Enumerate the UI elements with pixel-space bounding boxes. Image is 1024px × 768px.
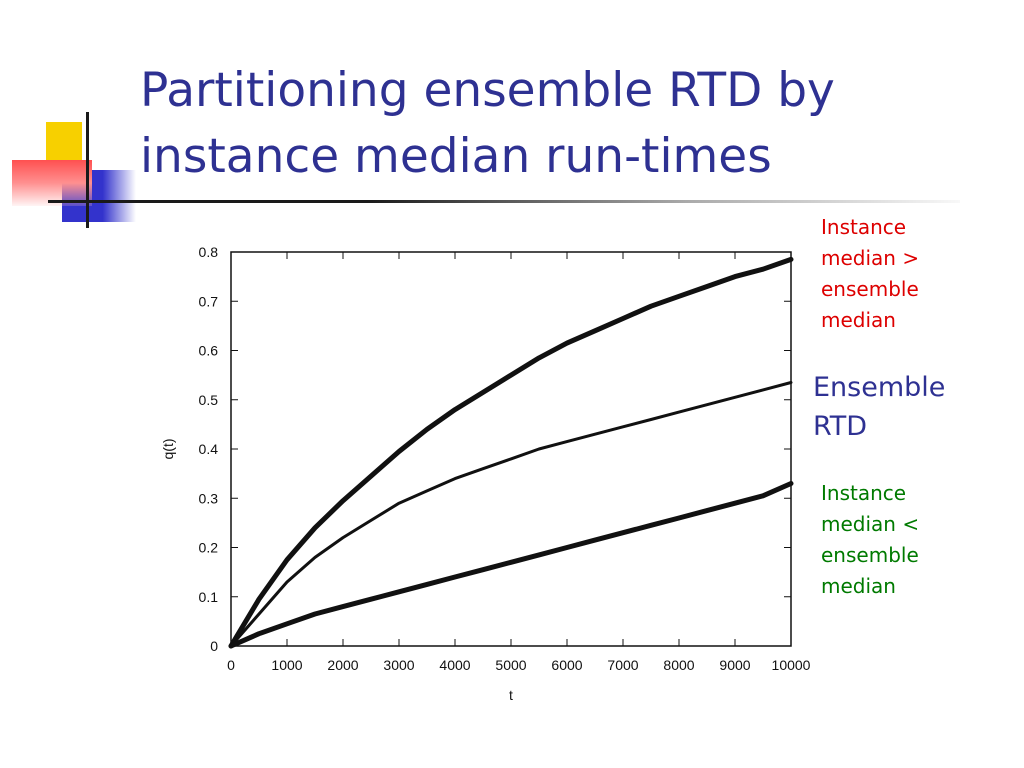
y-tick-label: 0.4 <box>199 441 219 457</box>
slide-title: Partitioning ensemble RTD by instance me… <box>140 63 835 184</box>
axis-ticks <box>230 251 792 647</box>
lower-curve-annotation: Instance median < ensemble median <box>821 481 920 598</box>
y-tick-label: 0.6 <box>199 343 219 359</box>
x-tick-label: 4000 <box>439 657 470 673</box>
y-tick-labels: 0 0.1 0.2 0.3 0.4 0.5 0.6 0.7 0.8 <box>199 244 219 654</box>
decor-red-square <box>12 160 92 206</box>
x-tick-label: 5000 <box>495 657 526 673</box>
y-axis-label: q(t) <box>160 439 176 460</box>
y-tick-label: 0.1 <box>199 589 219 605</box>
x-tick-label: 3000 <box>383 657 414 673</box>
y-tick-label: 0 <box>210 638 218 654</box>
upper-curve-annotation: Instance median > ensemble median <box>821 215 920 332</box>
series-line-3 <box>228 481 794 649</box>
title-underline-rule <box>48 200 960 203</box>
y-tick-label: 0.2 <box>199 540 219 556</box>
y-tick-label: 0.7 <box>199 293 219 309</box>
middle-curve-annotation: Ensemble RTD <box>813 372 946 442</box>
series-line-1 <box>228 256 794 649</box>
x-tick-label: 8000 <box>663 657 694 673</box>
x-tick-label: 0 <box>227 657 235 673</box>
x-tick-label: 10000 <box>772 657 811 673</box>
x-tick-label: 9000 <box>719 657 750 673</box>
x-tick-label: 6000 <box>551 657 582 673</box>
x-tick-label: 1000 <box>271 657 302 673</box>
curves <box>228 256 794 649</box>
x-tick-label: 7000 <box>607 657 638 673</box>
decor-vertical-rule <box>86 112 89 228</box>
y-tick-label: 0.5 <box>199 392 219 408</box>
plot-frame <box>230 251 792 647</box>
series-line-2 <box>229 381 793 648</box>
x-axis-label: t <box>509 687 513 703</box>
y-tick-label: 0.8 <box>199 244 219 260</box>
x-tick-labels: 0 1000 2000 3000 4000 5000 6000 7000 8000 9000 100… <box>227 657 811 673</box>
y-tick-label: 0.3 <box>199 490 219 506</box>
x-tick-label: 2000 <box>327 657 358 673</box>
